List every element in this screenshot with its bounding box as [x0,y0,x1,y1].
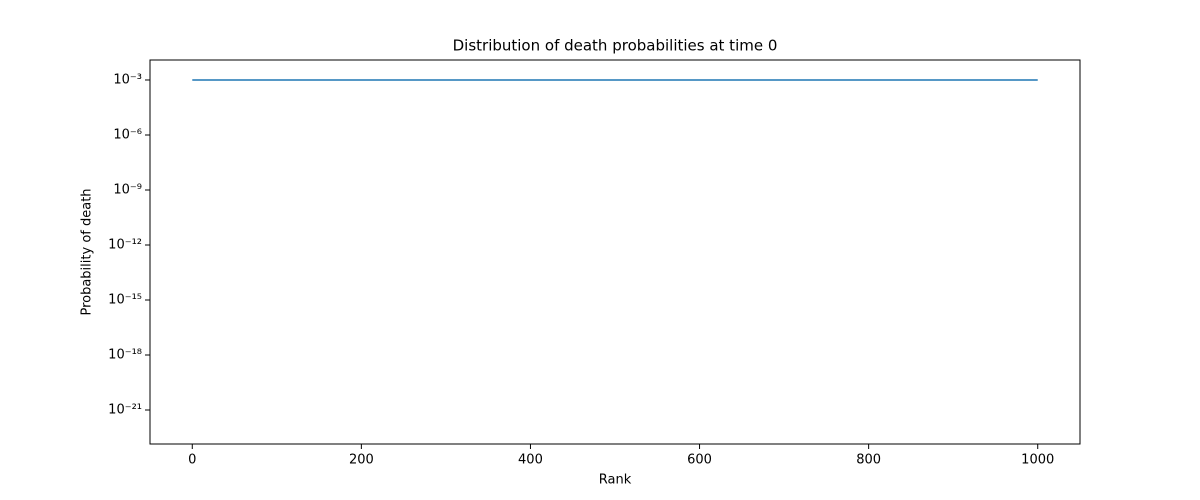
y-tick-label: 10⁻⁶ [113,127,142,142]
x-tick-label: 800 [856,453,881,468]
y-tick-label: 10⁻³ [113,72,142,87]
y-tick-label: 10⁻⁹ [113,182,142,197]
y-tick-label: 10⁻¹² [108,237,142,252]
x-tick-label: 1000 [1021,453,1054,468]
chart-title: Distribution of death probabilities at t… [453,37,778,55]
y-tick-label: 10⁻²¹ [108,403,142,418]
plot-frame [149,59,1081,445]
x-tick-label: 400 [518,453,543,468]
y-axis-label: Probability of death [80,188,95,315]
x-axis-label: Rank [599,473,632,488]
y-tick-label: 10⁻¹⁸ [108,348,142,363]
x-tick-label: 0 [188,453,196,468]
x-tick-label: 200 [349,453,374,468]
y-tick-label: 10⁻¹⁵ [108,293,142,308]
x-tick-label: 600 [687,453,712,468]
